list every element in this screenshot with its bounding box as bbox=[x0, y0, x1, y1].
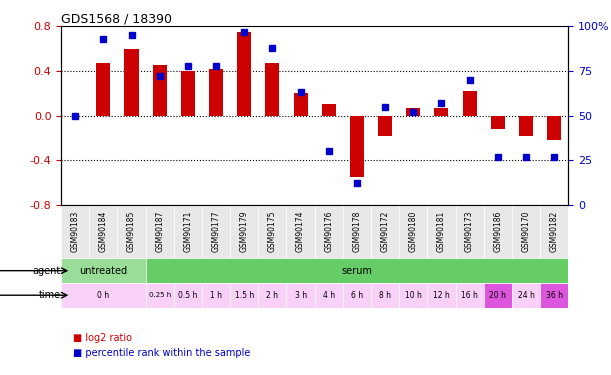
FancyBboxPatch shape bbox=[512, 283, 540, 308]
FancyBboxPatch shape bbox=[258, 283, 287, 308]
Text: GSM90176: GSM90176 bbox=[324, 211, 333, 252]
Bar bbox=[434, 108, 448, 116]
Text: GSM90178: GSM90178 bbox=[353, 211, 362, 252]
FancyBboxPatch shape bbox=[145, 283, 174, 308]
FancyBboxPatch shape bbox=[145, 205, 174, 258]
FancyBboxPatch shape bbox=[484, 283, 512, 308]
FancyBboxPatch shape bbox=[399, 283, 427, 308]
Text: 3 h: 3 h bbox=[295, 291, 307, 300]
Text: GSM90180: GSM90180 bbox=[409, 211, 418, 252]
Bar bbox=[406, 108, 420, 116]
FancyBboxPatch shape bbox=[89, 205, 117, 258]
FancyBboxPatch shape bbox=[287, 205, 315, 258]
Bar bbox=[322, 104, 336, 116]
Text: GSM90171: GSM90171 bbox=[183, 211, 192, 252]
FancyBboxPatch shape bbox=[202, 283, 230, 308]
Text: GDS1568 / 18390: GDS1568 / 18390 bbox=[61, 12, 172, 25]
Text: GSM90172: GSM90172 bbox=[381, 211, 390, 252]
Text: GSM90187: GSM90187 bbox=[155, 211, 164, 252]
Text: serum: serum bbox=[342, 266, 372, 276]
Bar bbox=[293, 93, 307, 116]
FancyBboxPatch shape bbox=[61, 258, 145, 283]
Text: 0 h: 0 h bbox=[97, 291, 109, 300]
FancyBboxPatch shape bbox=[61, 283, 145, 308]
FancyBboxPatch shape bbox=[484, 205, 512, 258]
FancyBboxPatch shape bbox=[399, 205, 427, 258]
Bar bbox=[97, 63, 111, 116]
FancyBboxPatch shape bbox=[427, 283, 456, 308]
FancyBboxPatch shape bbox=[343, 283, 371, 308]
Bar bbox=[547, 116, 561, 140]
Bar bbox=[209, 69, 223, 116]
Text: GSM90179: GSM90179 bbox=[240, 211, 249, 252]
FancyBboxPatch shape bbox=[230, 283, 258, 308]
Text: GSM90174: GSM90174 bbox=[296, 211, 305, 252]
Bar bbox=[491, 116, 505, 129]
Text: GSM90181: GSM90181 bbox=[437, 211, 446, 252]
FancyBboxPatch shape bbox=[427, 205, 456, 258]
FancyBboxPatch shape bbox=[174, 283, 202, 308]
FancyBboxPatch shape bbox=[61, 205, 89, 258]
Text: GSM90170: GSM90170 bbox=[521, 211, 530, 252]
FancyBboxPatch shape bbox=[371, 205, 399, 258]
Bar bbox=[181, 71, 195, 116]
Text: 24 h: 24 h bbox=[518, 291, 535, 300]
Text: 1 h: 1 h bbox=[210, 291, 222, 300]
Text: GSM90182: GSM90182 bbox=[550, 211, 558, 252]
Bar bbox=[153, 65, 167, 116]
Text: 36 h: 36 h bbox=[546, 291, 563, 300]
FancyBboxPatch shape bbox=[456, 283, 484, 308]
Bar bbox=[237, 32, 251, 115]
FancyBboxPatch shape bbox=[230, 205, 258, 258]
Bar bbox=[265, 63, 279, 116]
FancyBboxPatch shape bbox=[343, 205, 371, 258]
Text: ■ percentile rank within the sample: ■ percentile rank within the sample bbox=[73, 348, 251, 358]
Text: 10 h: 10 h bbox=[405, 291, 422, 300]
Text: GSM90177: GSM90177 bbox=[211, 211, 221, 252]
Text: 2 h: 2 h bbox=[266, 291, 279, 300]
Text: 0.25 h: 0.25 h bbox=[148, 292, 171, 298]
Text: GSM90184: GSM90184 bbox=[99, 211, 108, 252]
FancyBboxPatch shape bbox=[371, 283, 399, 308]
FancyBboxPatch shape bbox=[174, 205, 202, 258]
FancyBboxPatch shape bbox=[117, 205, 145, 258]
Text: GSM90175: GSM90175 bbox=[268, 211, 277, 252]
FancyBboxPatch shape bbox=[540, 283, 568, 308]
FancyBboxPatch shape bbox=[456, 205, 484, 258]
Text: GSM90186: GSM90186 bbox=[493, 211, 502, 252]
Text: untreated: untreated bbox=[79, 266, 128, 276]
FancyBboxPatch shape bbox=[287, 283, 315, 308]
Text: 16 h: 16 h bbox=[461, 291, 478, 300]
Text: agent: agent bbox=[33, 266, 61, 276]
FancyBboxPatch shape bbox=[540, 205, 568, 258]
Text: GSM90185: GSM90185 bbox=[127, 211, 136, 252]
Bar bbox=[463, 91, 477, 116]
Text: 1.5 h: 1.5 h bbox=[235, 291, 254, 300]
Text: GSM90173: GSM90173 bbox=[465, 211, 474, 252]
Text: GSM90183: GSM90183 bbox=[71, 211, 79, 252]
Bar bbox=[378, 116, 392, 136]
FancyBboxPatch shape bbox=[315, 205, 343, 258]
FancyBboxPatch shape bbox=[258, 205, 287, 258]
Bar bbox=[350, 116, 364, 177]
Text: 8 h: 8 h bbox=[379, 291, 391, 300]
FancyBboxPatch shape bbox=[202, 205, 230, 258]
Text: 12 h: 12 h bbox=[433, 291, 450, 300]
Text: 6 h: 6 h bbox=[351, 291, 363, 300]
Text: time: time bbox=[39, 290, 61, 300]
Text: 0.5 h: 0.5 h bbox=[178, 291, 197, 300]
Text: 4 h: 4 h bbox=[323, 291, 335, 300]
FancyBboxPatch shape bbox=[145, 258, 568, 283]
Bar bbox=[125, 49, 139, 116]
Text: 20 h: 20 h bbox=[489, 291, 507, 300]
Bar bbox=[519, 116, 533, 136]
Text: ■ log2 ratio: ■ log2 ratio bbox=[73, 333, 133, 343]
FancyBboxPatch shape bbox=[315, 283, 343, 308]
FancyBboxPatch shape bbox=[512, 205, 540, 258]
